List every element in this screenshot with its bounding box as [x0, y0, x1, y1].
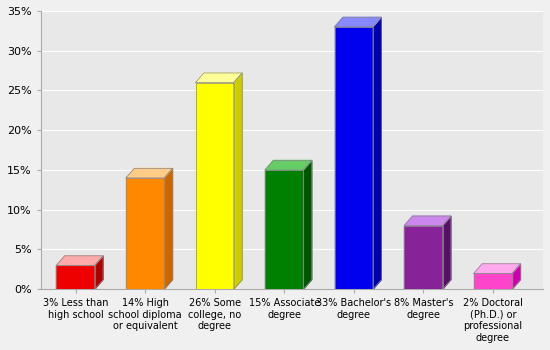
Polygon shape — [304, 160, 312, 289]
Polygon shape — [265, 170, 304, 289]
Polygon shape — [335, 27, 373, 289]
Polygon shape — [196, 73, 242, 83]
Polygon shape — [126, 168, 173, 178]
Polygon shape — [57, 265, 95, 289]
Polygon shape — [57, 256, 103, 265]
Polygon shape — [335, 17, 381, 27]
Polygon shape — [164, 168, 173, 289]
Polygon shape — [265, 160, 312, 170]
Polygon shape — [126, 178, 164, 289]
Polygon shape — [474, 264, 520, 273]
Polygon shape — [95, 256, 103, 289]
Polygon shape — [234, 73, 242, 289]
Polygon shape — [373, 17, 381, 289]
Polygon shape — [404, 226, 443, 289]
Polygon shape — [443, 216, 451, 289]
Polygon shape — [404, 216, 451, 226]
Polygon shape — [512, 264, 520, 289]
Polygon shape — [196, 83, 234, 289]
Polygon shape — [474, 273, 512, 289]
